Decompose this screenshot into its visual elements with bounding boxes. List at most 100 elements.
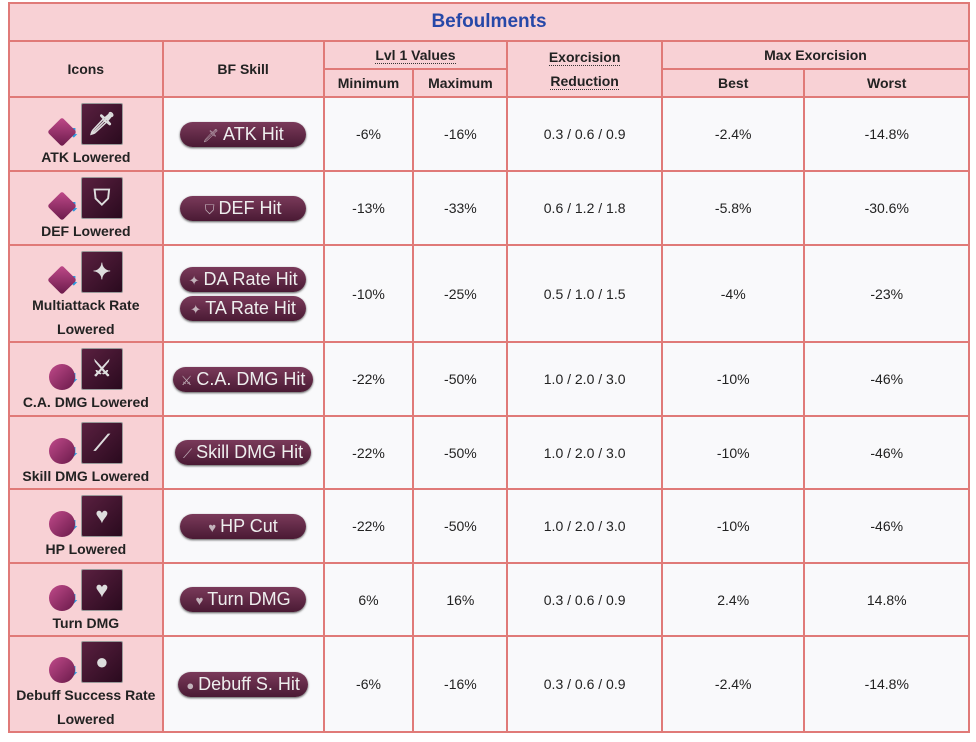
header-icons: Icons — [8, 40, 164, 98]
sparkle-icon: ✦ — [80, 250, 123, 293]
table-row: ⬇⚔C.A. DMG Lowered ⚔C.A. DMG Hit -22% -5… — [8, 341, 970, 417]
header-worst: Worst — [803, 68, 970, 98]
min-cell: -22% — [322, 341, 415, 417]
table-row: ⬇♥HP Lowered ♥HP Cut -22% -50% 1.0 / 2.0… — [8, 488, 970, 564]
bf-skill-cell: ⚔ C.A. DMG Hit — [161, 341, 325, 417]
broken-heart-icon: ♥ — [80, 495, 123, 537]
bf-skill-cell: ♥ Turn DMG — [161, 562, 325, 637]
claw-icon: ⟋ — [80, 421, 123, 464]
best-cell: -2.4% — [660, 635, 806, 733]
crossed-swords-icon: ⚔ — [80, 348, 123, 390]
befoulment-name: Turn DMG — [52, 614, 120, 631]
max-cell: 16% — [412, 562, 509, 637]
bf-skill-cell: ● Debuff S. Hit — [161, 635, 325, 733]
worst-cell: -30.6% — [803, 170, 970, 246]
max-cell: -16% — [412, 96, 509, 172]
bf-skill-badge: ✦ TA Rate Hit — [180, 295, 307, 321]
best-cell: -2.4% — [660, 96, 806, 172]
crossed-swords-icon: ⚔ — [180, 372, 193, 388]
header-exorcision-reduction: Exorcision Reduction — [506, 40, 663, 98]
header-minimum: Minimum — [322, 68, 415, 98]
worst-cell: 14.8% — [803, 562, 970, 637]
best-cell: -4% — [660, 244, 806, 343]
sword-icon: 🗡 — [80, 103, 123, 145]
min-cell: -13% — [322, 170, 415, 246]
icons-cell: ⬇●Debuff Success Rate Lowered — [8, 635, 164, 733]
befoulment-name: ATK Lowered — [41, 149, 131, 165]
bf-skill-badge: ♥ Turn DMG — [180, 587, 307, 612]
debuff-status-icon — [48, 584, 75, 611]
bubbles-icon: ● — [80, 641, 123, 683]
table-row: ⬇⟋Skill DMG Lowered ⟋Skill DMG Hit -22% … — [8, 415, 970, 490]
table-row: ⬇✦Multiattack Rate Lowered ✦DA Rate Hit✦… — [8, 244, 970, 343]
broken-heart-icon: ♥ — [195, 593, 204, 608]
min-cell: -10% — [322, 244, 415, 343]
table-row: ⬇●Debuff Success Rate Lowered ●Debuff S.… — [8, 635, 970, 733]
shield-icon: ⛉ — [204, 201, 215, 217]
header-max-exorcision: Max Exorcision — [660, 40, 971, 70]
max-cell: -50% — [412, 488, 509, 564]
lvl1-label[interactable]: Lvl 1 Values — [375, 47, 456, 64]
broken-heart-icon: ♥ — [80, 568, 123, 611]
befoulment-name: Multiattack Rate Lowered — [32, 296, 140, 337]
max-cell: -50% — [412, 341, 509, 417]
best-cell: -5.8% — [660, 170, 806, 246]
reduction-cell: 1.0 / 2.0 / 3.0 — [506, 415, 663, 490]
worst-cell: -46% — [803, 415, 970, 490]
min-cell: 6% — [322, 562, 415, 637]
best-cell: -10% — [660, 488, 806, 564]
reduction-cell: 0.3 / 0.6 / 0.9 — [506, 96, 663, 172]
reduction-cell: 1.0 / 2.0 / 3.0 — [506, 341, 663, 417]
befoulment-name: Debuff Success Rate Lowered — [16, 687, 156, 727]
bf-skill-cell: ✦ DA Rate Hit ✦ TA Rate Hit — [161, 244, 325, 343]
reduction-cell: 0.6 / 1.2 / 1.8 — [506, 170, 663, 246]
debuff-status-icon — [48, 511, 75, 537]
bf-skill-badge: ⟋ Skill DMG Hit — [175, 440, 312, 465]
reduction-cell: 0.3 / 0.6 / 0.9 — [506, 562, 663, 637]
shield-icon: ⛉ — [80, 177, 123, 219]
broken-heart-icon: ♥ — [208, 519, 217, 535]
worst-cell: -14.8% — [803, 635, 970, 733]
min-cell: -6% — [322, 635, 415, 733]
worst-cell: -46% — [803, 341, 970, 417]
table-row: ⬇⛉DEF Lowered ⛉DEF Hit -13% -33% 0.6 / 1… — [8, 170, 970, 246]
befoulments-table: Befoulments Icons BF Skill Lvl 1 Values … — [8, 2, 971, 733]
icons-cell: ⬇✦Multiattack Rate Lowered — [8, 244, 164, 343]
debuff-status-icon — [48, 657, 75, 683]
befoulment-name: HP Lowered — [45, 541, 127, 557]
header-bf-skill: BF Skill — [161, 40, 325, 98]
best-cell: -10% — [660, 415, 806, 490]
icons-cell: ⬇⛉DEF Lowered — [8, 170, 164, 246]
bf-skill-cell: ⟋ Skill DMG Hit — [161, 415, 325, 490]
worst-cell: -46% — [803, 488, 970, 564]
bf-skill-badge: ● Debuff S. Hit — [178, 671, 308, 697]
bf-skill-cell: ⛉ DEF Hit — [161, 170, 325, 246]
header-lvl1: Lvl 1 Values — [322, 40, 509, 70]
icons-cell: ⬇⟋Skill DMG Lowered — [8, 415, 164, 490]
debuff-status-icon — [48, 364, 75, 390]
best-cell: -10% — [660, 341, 806, 417]
max-cell: -25% — [412, 244, 509, 343]
sparkle-icon: ✦ — [188, 272, 200, 288]
worst-cell: -23% — [803, 244, 970, 343]
table-title: Befoulments — [8, 2, 970, 42]
bubbles-icon: ● — [186, 677, 195, 693]
befoulment-name: C.A. DMG Lowered — [22, 394, 149, 410]
worst-cell: -14.8% — [803, 96, 970, 172]
max-cell: -16% — [412, 635, 509, 733]
bf-skill-cell: ♥ HP Cut — [161, 488, 325, 564]
bf-skill-badge: ⚔ C.A. DMG Hit — [172, 366, 314, 392]
min-cell: -6% — [322, 96, 415, 172]
bf-skill-badge: ⛉ DEF Hit — [180, 195, 307, 221]
header-maximum: Maximum — [412, 68, 509, 98]
befoulment-name: Skill DMG Lowered — [22, 467, 150, 484]
min-cell: -22% — [322, 415, 415, 490]
reduction-cell: 0.3 / 0.6 / 0.9 — [506, 635, 663, 733]
min-cell: -22% — [322, 488, 415, 564]
sword-icon: 🗡 — [202, 127, 220, 143]
icons-cell: ⬇⚔C.A. DMG Lowered — [8, 341, 164, 417]
bf-skill-cell: 🗡 ATK Hit — [161, 96, 325, 172]
max-cell: -33% — [412, 170, 509, 246]
header-best: Best — [660, 68, 806, 98]
befoulment-name: DEF Lowered — [41, 223, 131, 239]
